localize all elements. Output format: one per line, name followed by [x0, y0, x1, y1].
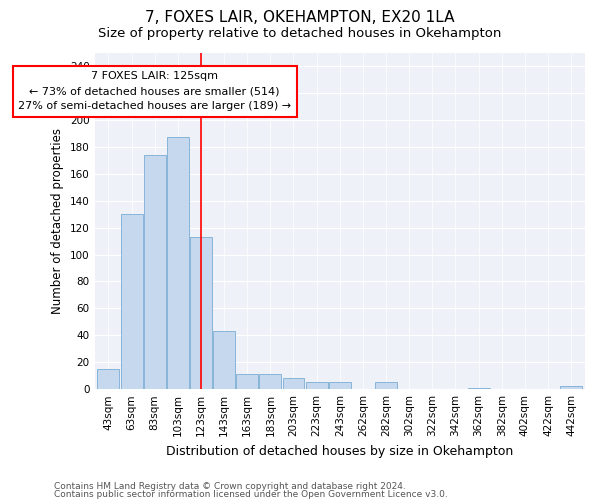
Bar — [305, 382, 328, 389]
Text: 7, FOXES LAIR, OKEHAMPTON, EX20 1LA: 7, FOXES LAIR, OKEHAMPTON, EX20 1LA — [145, 10, 455, 25]
Bar — [236, 374, 258, 389]
Bar — [213, 332, 235, 389]
Y-axis label: Number of detached properties: Number of detached properties — [52, 128, 64, 314]
Bar — [143, 155, 166, 389]
X-axis label: Distribution of detached houses by size in Okehampton: Distribution of detached houses by size … — [166, 444, 514, 458]
Bar — [190, 237, 212, 389]
Text: 7 FOXES LAIR: 125sqm
← 73% of detached houses are smaller (514)
27% of semi-deta: 7 FOXES LAIR: 125sqm ← 73% of detached h… — [18, 72, 291, 111]
Bar — [467, 388, 490, 389]
Bar — [259, 374, 281, 389]
Bar — [121, 214, 143, 389]
Bar — [560, 386, 582, 389]
Bar — [283, 378, 304, 389]
Bar — [97, 369, 119, 389]
Text: Contains HM Land Registry data © Crown copyright and database right 2024.: Contains HM Land Registry data © Crown c… — [54, 482, 406, 491]
Text: Contains public sector information licensed under the Open Government Licence v3: Contains public sector information licen… — [54, 490, 448, 499]
Bar — [375, 382, 397, 389]
Bar — [167, 138, 189, 389]
Bar — [329, 382, 351, 389]
Text: Size of property relative to detached houses in Okehampton: Size of property relative to detached ho… — [98, 28, 502, 40]
